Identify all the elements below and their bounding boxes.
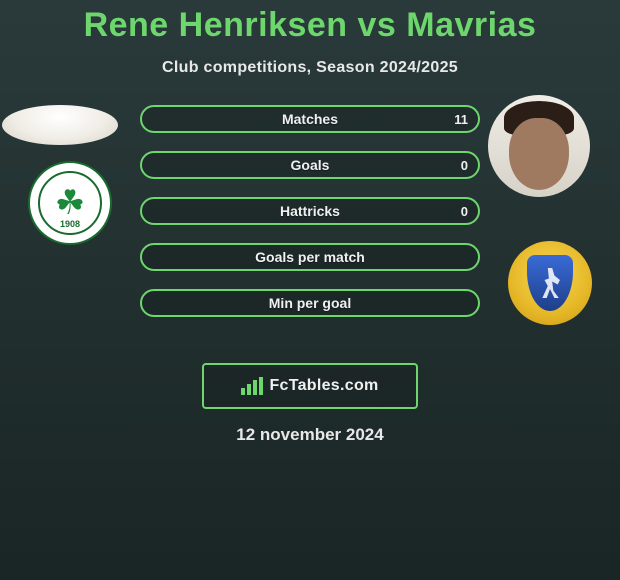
date-text: 12 november 2024 — [0, 425, 620, 445]
stat-label: Min per goal — [269, 295, 351, 311]
brand-box: FcTables.com — [202, 363, 418, 409]
stat-row: Goals 0 — [140, 151, 480, 179]
club-right-badge — [508, 241, 592, 325]
player-left-avatar — [2, 105, 118, 145]
stat-label: Goals — [291, 157, 330, 173]
comparison-area: ☘ 1908 Matches 11 Goals 0 Hattricks 0 Go… — [0, 105, 620, 345]
stat-label: Goals per match — [255, 249, 365, 265]
brand-text: FcTables.com — [269, 377, 378, 395]
stat-row: Goals per match — [140, 243, 480, 271]
club-left-badge: ☘ 1908 — [28, 161, 112, 245]
stat-row: Min per goal — [140, 289, 480, 317]
stat-label: Matches — [282, 111, 338, 127]
stat-right-value: 11 — [454, 112, 468, 127]
stat-right-value: 0 — [461, 158, 468, 173]
subtitle: Club competitions, Season 2024/2025 — [0, 59, 620, 77]
club-left-year: 1908 — [60, 219, 80, 229]
runner-icon — [539, 268, 561, 298]
stat-rows: Matches 11 Goals 0 Hattricks 0 Goals per… — [140, 105, 480, 317]
bar-chart-icon — [241, 377, 263, 395]
page-title: Rene Henriksen vs Mavrias — [0, 0, 620, 45]
stat-right-value: 0 — [461, 204, 468, 219]
clover-icon: ☘ — [55, 186, 85, 220]
stat-label: Hattricks — [280, 203, 340, 219]
player-right-avatar — [488, 95, 590, 197]
stat-row: Matches 11 — [140, 105, 480, 133]
stat-row: Hattricks 0 — [140, 197, 480, 225]
